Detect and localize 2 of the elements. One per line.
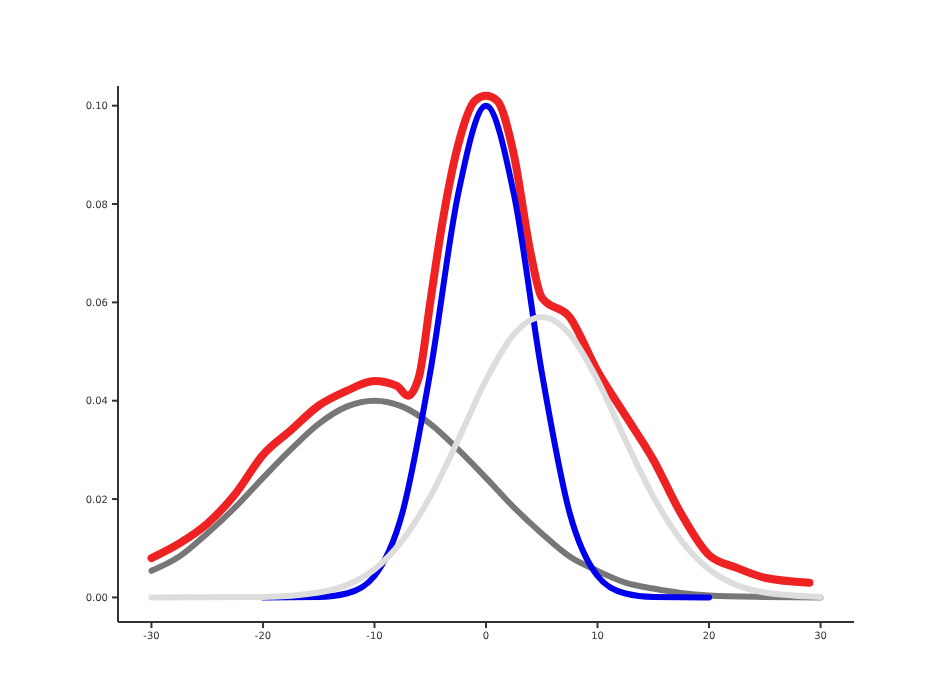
line-series [147,91,814,587]
line-series [148,314,824,601]
